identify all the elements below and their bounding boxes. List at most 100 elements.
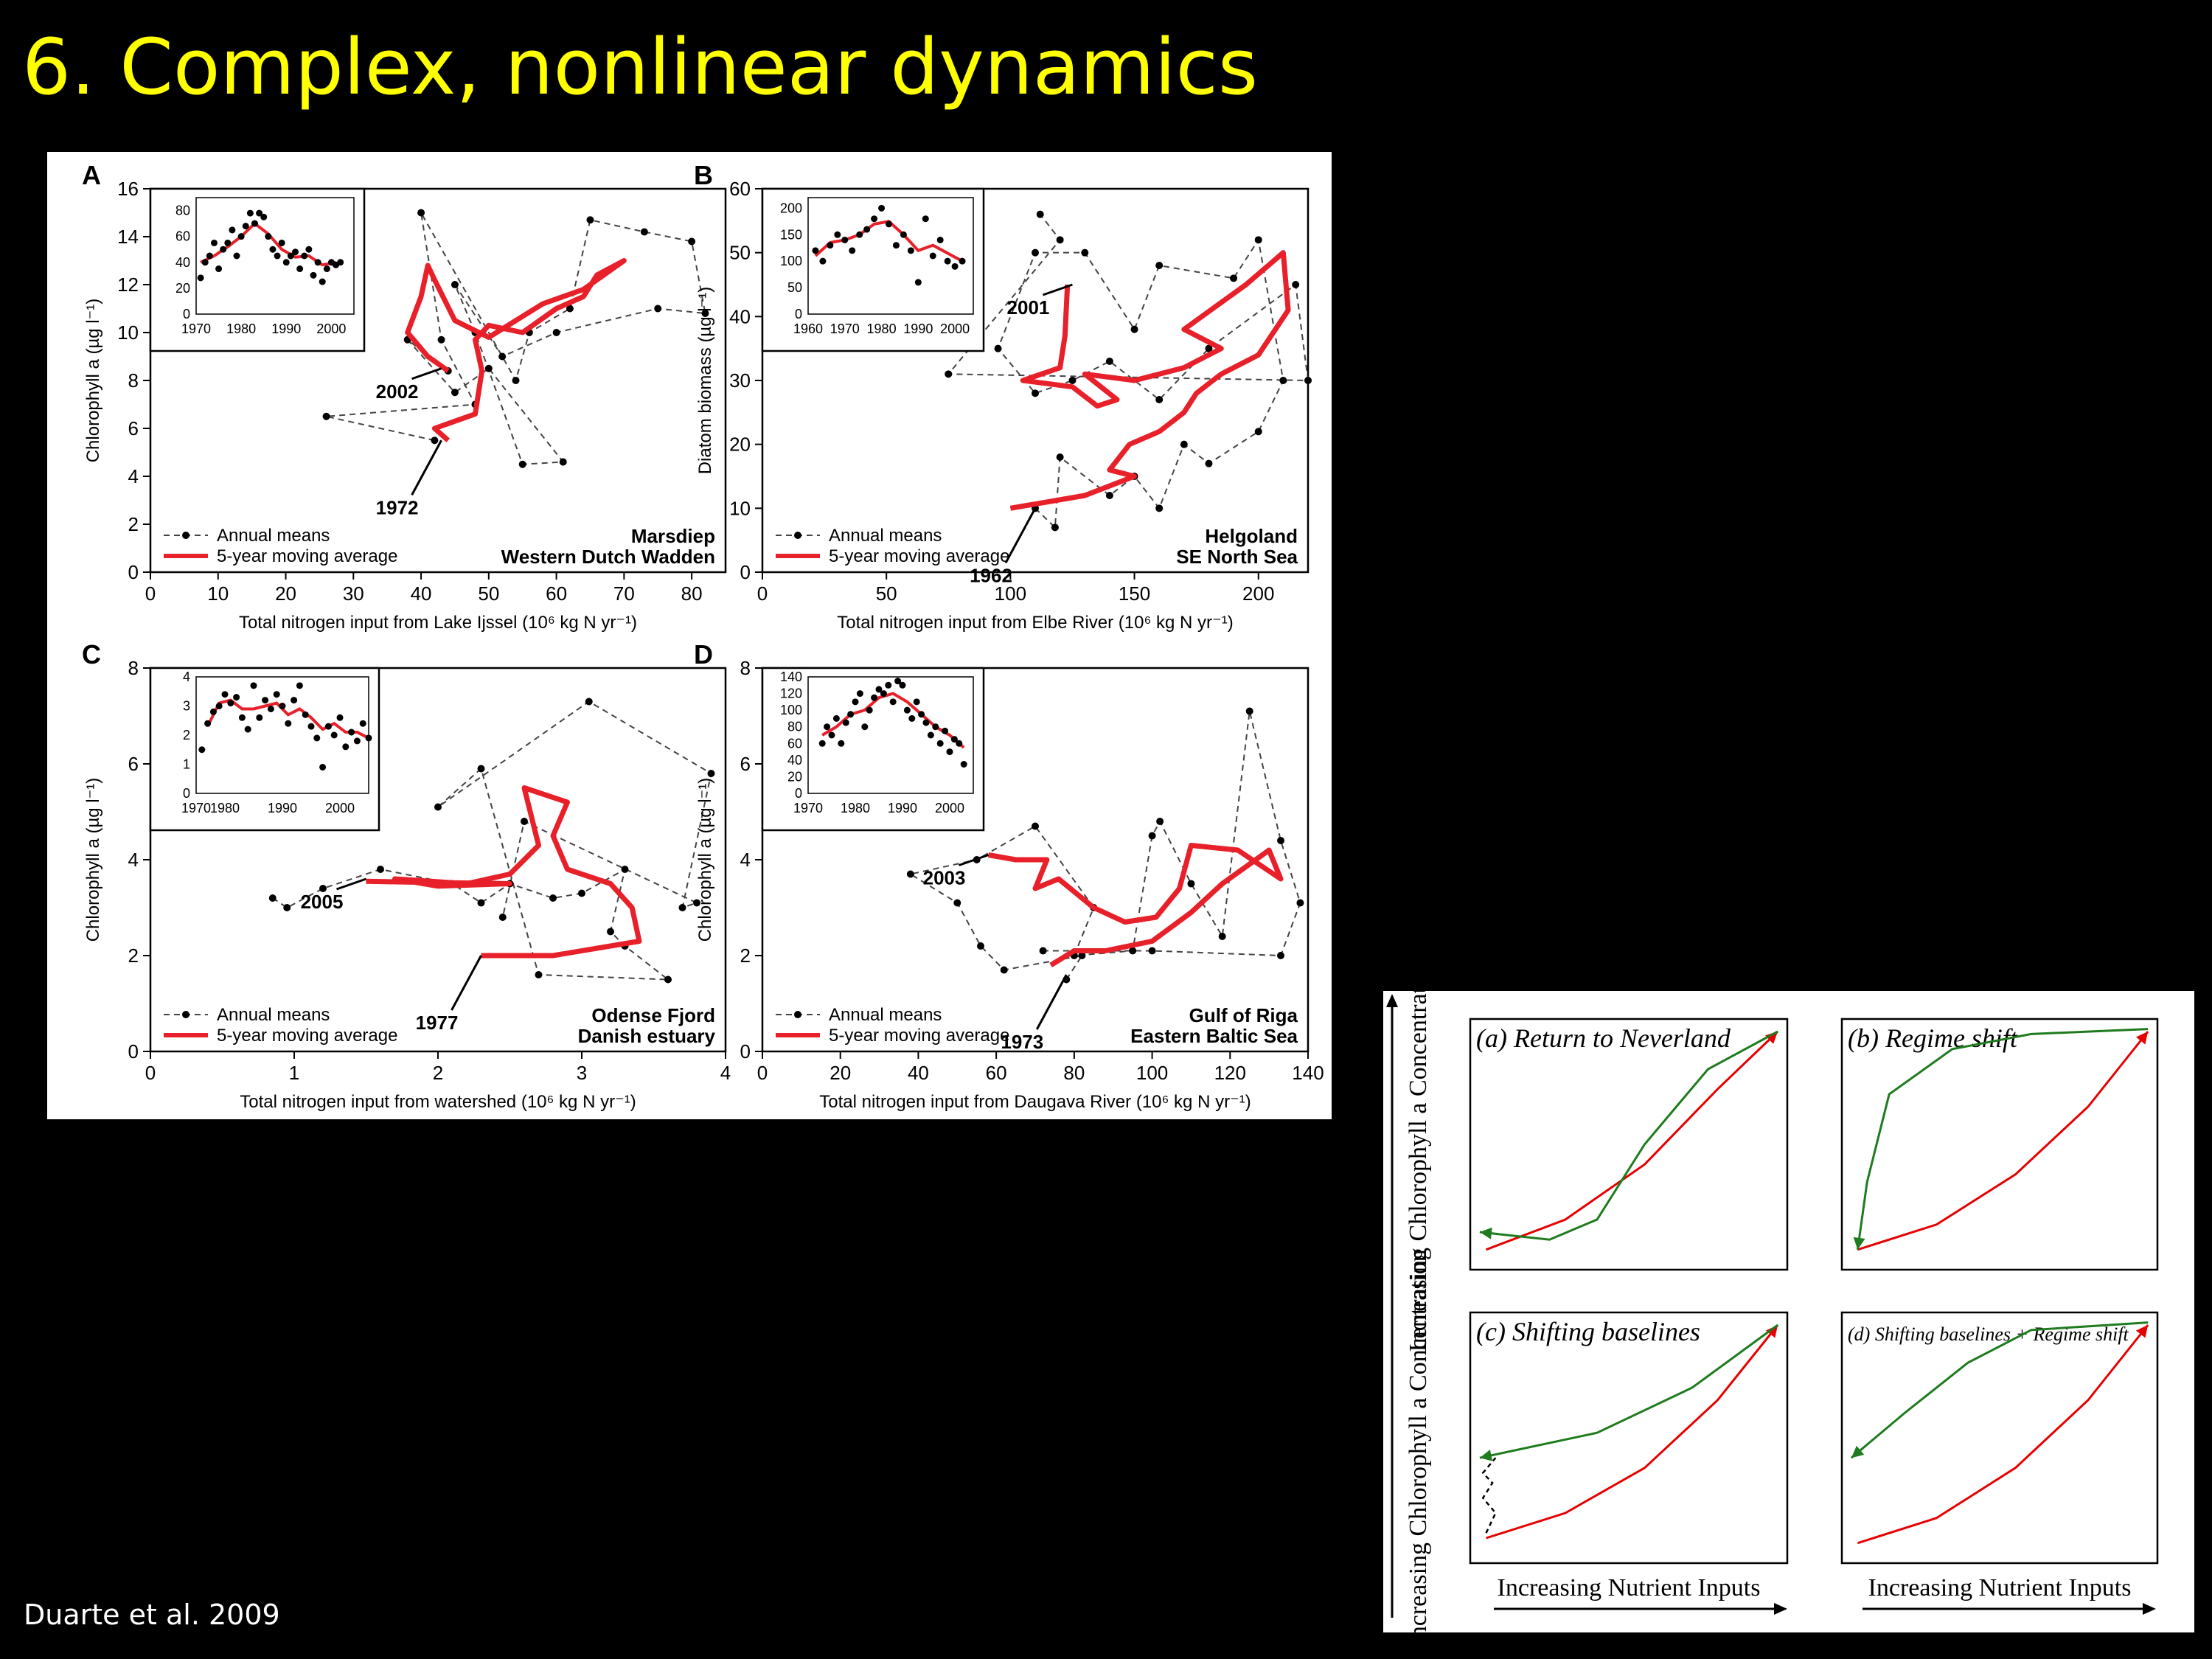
annual-mean-point — [621, 866, 629, 873]
moving-average-line — [1009, 250, 1291, 511]
inset-point — [812, 247, 819, 254]
x-tick-label: 3 — [577, 1062, 587, 1084]
annual-mean-point — [498, 352, 507, 361]
y-tick-label: 6 — [128, 417, 139, 439]
inset-point — [292, 248, 299, 256]
x-tick-label: 20 — [275, 582, 296, 605]
annual-mean-point — [1051, 524, 1059, 532]
inset-point — [330, 731, 338, 739]
x-axis-label: Total nitrogen input from Elbe River (10… — [837, 613, 1233, 633]
inset-x-tick-label: 1970 — [830, 321, 860, 336]
inset-point — [250, 682, 257, 689]
inset-point — [927, 731, 934, 739]
inset-point — [960, 761, 967, 768]
inset-y-tick-label: 100 — [780, 703, 802, 717]
annual-mean-point — [607, 928, 614, 936]
inset-point — [302, 711, 309, 718]
inset-point — [824, 723, 831, 731]
annual-mean-point — [906, 870, 914, 878]
x-tick-label: 40 — [908, 1062, 929, 1084]
y-tick-label: 0 — [128, 561, 139, 583]
y-axis-arrowhead — [1386, 994, 1398, 1007]
annotation-arrow — [451, 955, 482, 1011]
x-axis-arrowhead-right — [2143, 1603, 2156, 1615]
inset-point — [319, 763, 327, 771]
inset-point — [828, 731, 835, 739]
inset-point — [365, 734, 372, 742]
inset-x-tick-label: 1980 — [226, 321, 256, 336]
inset-point — [206, 252, 213, 260]
inset-point — [889, 698, 897, 706]
inset-point — [324, 723, 332, 730]
legend-annual-dot — [794, 1011, 801, 1018]
annual-mean-point — [1155, 396, 1164, 403]
schematic-y-label: Increasing Chlorophyll a Concentration — [1405, 991, 1432, 1352]
annual-mean-point — [1279, 377, 1287, 384]
annual-mean-point — [1068, 377, 1077, 384]
x-tick-label: 120 — [1214, 1062, 1246, 1084]
x-tick-label: 0 — [145, 1062, 156, 1084]
x-tick-label: 30 — [343, 582, 364, 605]
inset-y-tick-label: 80 — [787, 720, 802, 734]
inset-point — [229, 226, 236, 234]
annual-mean-point — [1156, 818, 1164, 825]
inset-point — [256, 714, 263, 721]
inset-point — [251, 220, 258, 227]
inset-point — [237, 233, 245, 240]
inset-point — [852, 698, 859, 706]
inset-point — [936, 740, 944, 747]
y-tick-label: 14 — [117, 226, 139, 248]
y-axis-label: Chlorophyll a (µg l⁻¹) — [695, 778, 715, 942]
annual-mean-point — [640, 228, 648, 236]
x-tick-label: 70 — [613, 582, 635, 605]
trajectory-line — [1486, 1324, 1779, 1540]
inset-point — [359, 720, 366, 727]
y-tick-label: 12 — [117, 274, 139, 296]
annual-means-line — [272, 700, 712, 981]
y-tick-label: 8 — [128, 657, 139, 679]
inset-point — [856, 690, 863, 698]
y-tick-label: 10 — [117, 321, 139, 344]
inset-x-tick-label: 2000 — [940, 321, 970, 336]
schematic-frame — [1840, 1018, 2159, 1271]
annual-mean-point — [945, 370, 953, 378]
inset-y-tick-label: 60 — [175, 229, 190, 244]
annotation-arrow — [1004, 507, 1037, 564]
inset-point — [951, 262, 959, 270]
inset-y-tick-label: 80 — [175, 204, 190, 218]
schematic-panel-3: (d) Shifting baselines + Regime shift — [1840, 1311, 2159, 1565]
moving-average-line — [366, 785, 642, 959]
annotation-arrow — [959, 854, 990, 866]
inset-point — [878, 204, 886, 212]
panel-letter: A — [82, 160, 101, 190]
y-tick-label: 8 — [128, 369, 139, 392]
inset-point — [305, 246, 313, 253]
annual-mean-point — [701, 310, 709, 317]
inset-point — [242, 223, 249, 230]
inset-point — [899, 681, 906, 689]
x-tick-label: 100 — [1136, 1062, 1168, 1084]
inset-point — [323, 265, 330, 273]
annual-mean-point — [586, 216, 594, 224]
annotation-arrow — [1035, 974, 1068, 1030]
site-region: Eastern Baltic Sea — [1130, 1025, 1298, 1047]
annual-mean-point — [1056, 236, 1064, 244]
annual-mean-point — [512, 377, 520, 384]
legend-annual-label: Annual means — [217, 1005, 330, 1025]
annual-mean-point — [693, 899, 700, 907]
annual-mean-point — [498, 914, 507, 921]
inset-point — [856, 231, 863, 238]
x-tick-label: 200 — [1242, 582, 1274, 605]
inset-point — [342, 743, 349, 751]
site-name: Helgoland — [1205, 525, 1298, 547]
annual-mean-point — [451, 281, 459, 288]
inset-point — [903, 706, 911, 714]
inset-point — [296, 265, 304, 273]
y-tick-label: 2 — [740, 945, 751, 967]
x-tick-label: 0 — [757, 1062, 768, 1084]
inset-point — [956, 740, 963, 747]
schematic-y-axis-label: Increasing Chlorophyll a Concentration — [1405, 1249, 1432, 1632]
annual-mean-point — [707, 770, 715, 777]
